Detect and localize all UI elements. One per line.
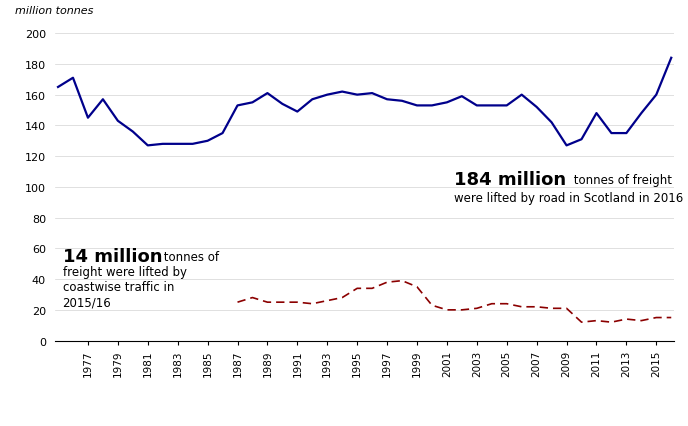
- Road: [99, 98, 107, 103]
- Road: [548, 121, 556, 126]
- Text: 14 million: 14 million: [63, 248, 162, 265]
- Road: [503, 104, 511, 109]
- Coastwise shipping: [248, 295, 257, 300]
- Road: [308, 98, 316, 103]
- Road: [248, 101, 257, 106]
- Line: Coastwise shipping: Coastwise shipping: [237, 281, 671, 322]
- Road: [667, 56, 676, 61]
- Road: [428, 104, 436, 109]
- Road: [264, 91, 272, 96]
- Road: [652, 93, 660, 98]
- Coastwise shipping: [264, 300, 272, 305]
- Coastwise shipping: [503, 302, 511, 307]
- Road: [368, 91, 376, 96]
- Text: 2015/16: 2015/16: [63, 296, 111, 309]
- Coastwise shipping: [562, 306, 570, 311]
- Road: [533, 105, 541, 110]
- Road: [69, 76, 77, 81]
- Text: tonnes of: tonnes of: [160, 250, 219, 263]
- Coastwise shipping: [517, 305, 526, 310]
- Coastwise shipping: [398, 279, 406, 284]
- Coastwise shipping: [443, 308, 451, 313]
- Text: tonnes of freight: tonnes of freight: [570, 173, 671, 186]
- Coastwise shipping: [233, 300, 241, 305]
- Road: [338, 90, 346, 95]
- Road: [398, 99, 406, 104]
- Road: [608, 131, 616, 136]
- Text: 184 million: 184 million: [454, 171, 566, 189]
- Coastwise shipping: [338, 295, 346, 300]
- Coastwise shipping: [293, 300, 301, 305]
- Coastwise shipping: [413, 285, 421, 290]
- Coastwise shipping: [548, 306, 556, 311]
- Coastwise shipping: [667, 315, 676, 320]
- Road: [54, 85, 62, 90]
- Road: [204, 139, 212, 144]
- Coastwise shipping: [428, 303, 436, 308]
- Road: [517, 93, 526, 98]
- Road: [129, 130, 137, 135]
- Road: [562, 144, 570, 149]
- Road: [637, 111, 645, 116]
- Road: [189, 142, 197, 147]
- Road: [278, 102, 286, 107]
- Coastwise shipping: [323, 298, 332, 303]
- Coastwise shipping: [278, 300, 286, 305]
- Road: [622, 131, 630, 136]
- Coastwise shipping: [652, 315, 660, 320]
- Coastwise shipping: [622, 317, 630, 322]
- Line: Road: Road: [58, 59, 671, 146]
- Coastwise shipping: [577, 320, 585, 325]
- Road: [144, 144, 152, 149]
- Road: [114, 119, 122, 124]
- Text: million tonnes: million tonnes: [14, 6, 93, 16]
- Coastwise shipping: [608, 320, 616, 325]
- Coastwise shipping: [488, 302, 496, 307]
- Road: [577, 137, 585, 142]
- Road: [592, 111, 601, 116]
- Coastwise shipping: [368, 286, 376, 291]
- Coastwise shipping: [353, 286, 361, 291]
- Road: [353, 93, 361, 98]
- Text: were lifted by road in Scotland in 2016: were lifted by road in Scotland in 2016: [454, 192, 684, 204]
- Coastwise shipping: [592, 318, 601, 323]
- Coastwise shipping: [637, 318, 645, 323]
- Road: [458, 95, 466, 100]
- Road: [413, 104, 421, 109]
- Road: [173, 142, 182, 147]
- Road: [218, 131, 226, 136]
- Text: coastwise traffic in: coastwise traffic in: [63, 281, 174, 294]
- Coastwise shipping: [308, 302, 316, 307]
- Text: freight were lifted by: freight were lifted by: [63, 265, 186, 278]
- Road: [383, 98, 391, 103]
- Road: [443, 101, 451, 106]
- Coastwise shipping: [458, 308, 466, 313]
- Coastwise shipping: [383, 280, 391, 285]
- Road: [233, 104, 241, 109]
- Coastwise shipping: [533, 305, 541, 310]
- Road: [293, 110, 301, 115]
- Road: [84, 116, 92, 121]
- Road: [473, 104, 481, 109]
- Road: [159, 142, 167, 147]
- Road: [488, 104, 496, 109]
- Road: [323, 93, 332, 98]
- Coastwise shipping: [473, 306, 481, 311]
